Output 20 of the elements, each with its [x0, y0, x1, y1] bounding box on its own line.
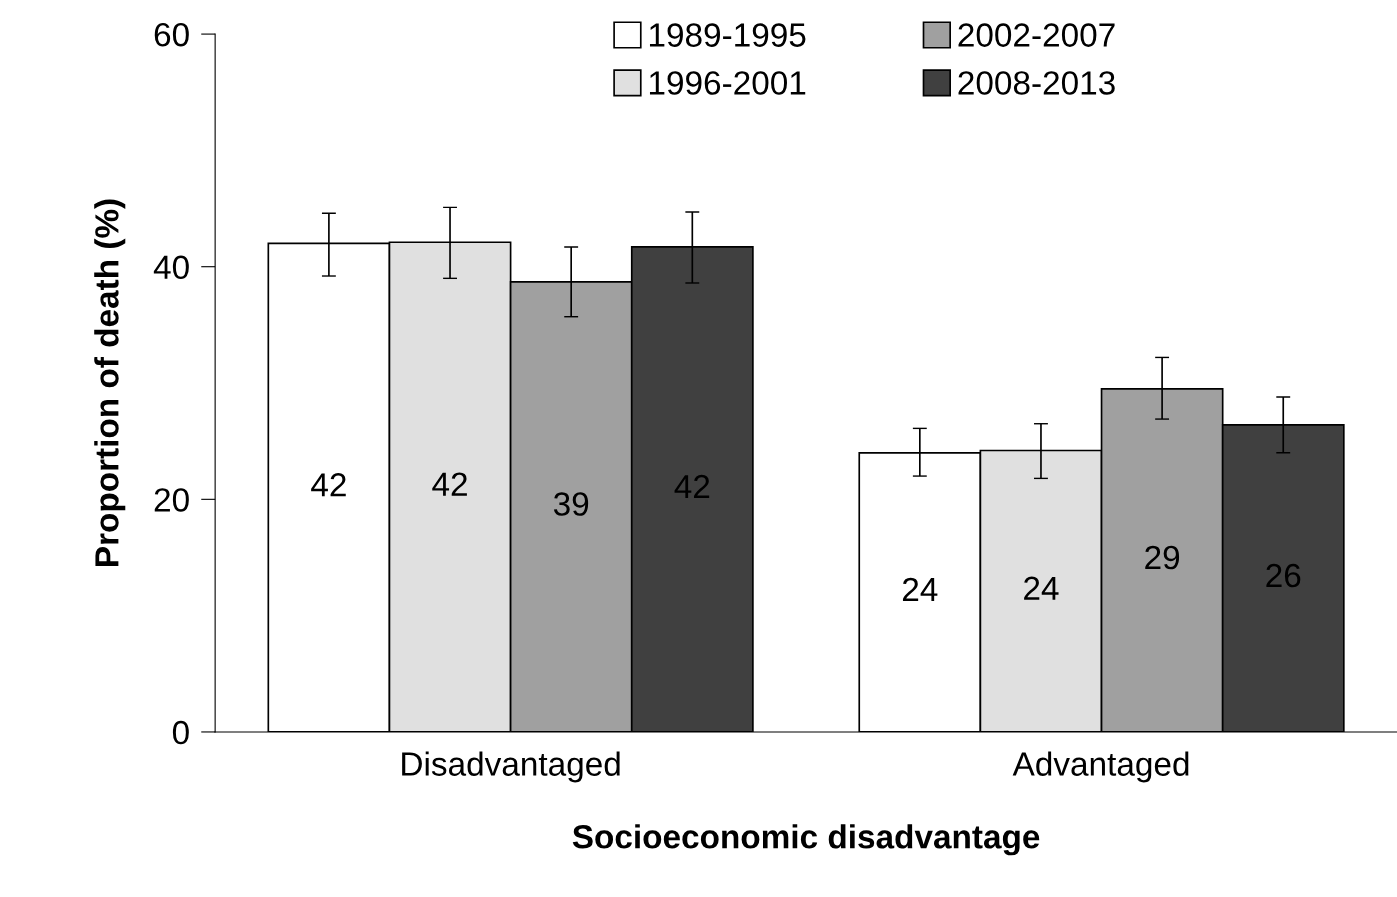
- legend-label: 1996-2001: [649, 71, 806, 95]
- data-label: 42: [311, 473, 346, 497]
- legend-label: 2008-2013: [958, 71, 1115, 95]
- data-label: 39: [553, 492, 589, 516]
- data-label: 29: [1145, 545, 1180, 570]
- x-tick-label: Disadvantaged: [402, 751, 620, 783]
- legend-label: 2002-2007: [958, 23, 1115, 47]
- data-label: 26: [1266, 563, 1301, 588]
- legend-label: 1989-1995: [649, 23, 806, 47]
- y-tick-label: 20: [154, 488, 189, 512]
- data-label: 24: [902, 577, 938, 601]
- x-axis-title: Socioeconomic disadvantage: [572, 824, 1040, 856]
- y-tick-label: 60: [154, 22, 189, 47]
- data-label: 24: [1024, 576, 1059, 600]
- y-axis-title: Proportion of death (%): [94, 199, 126, 566]
- x-tick-label: Advantaged: [1012, 751, 1189, 783]
- y-tick-label: 0: [172, 720, 189, 745]
- data-label: 42: [674, 474, 710, 499]
- y-tick-label: 40: [153, 255, 189, 280]
- data-label: 42: [432, 472, 467, 496]
